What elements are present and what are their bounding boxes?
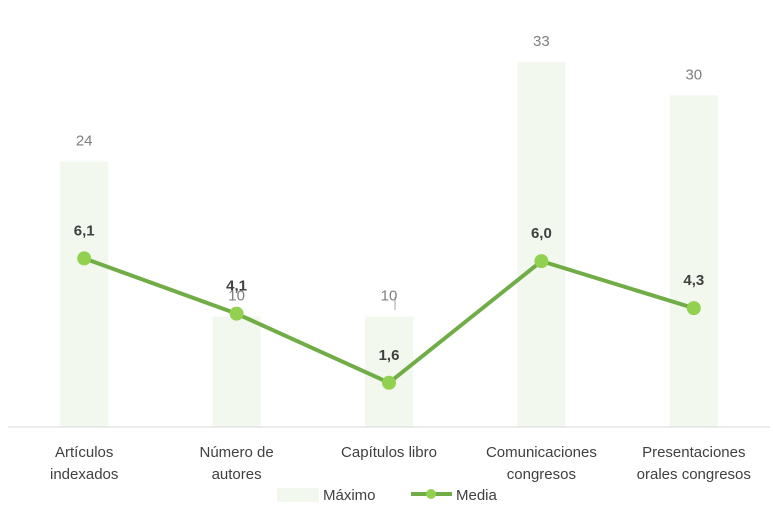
category-label-line: Artículos xyxy=(55,444,113,461)
bar-value-label: 24 xyxy=(76,133,93,150)
category-label-line: orales congresos xyxy=(637,466,751,483)
category-label-line: Capítulos libro xyxy=(341,444,437,461)
legend-label-maximo: Máximo xyxy=(323,487,376,504)
category-label-line: Presentaciones xyxy=(642,444,745,461)
media-marker xyxy=(229,306,244,321)
category-label: Capítulos libro xyxy=(341,444,437,461)
bar-maximo xyxy=(60,161,109,427)
bar-value-label: 10 xyxy=(228,287,245,304)
line-value-label: 1,6 xyxy=(379,347,400,364)
category-label: Número de autores xyxy=(199,444,273,483)
legend-label-media: Media xyxy=(456,487,498,504)
bar-value-label: 10 xyxy=(381,287,398,304)
bar-maximo xyxy=(212,316,261,427)
bar-value-label: 33 xyxy=(533,33,550,50)
legend-swatch-maximo xyxy=(277,488,319,502)
media-marker xyxy=(686,301,701,316)
category-label-line: Comunicaciones xyxy=(486,444,597,461)
category-label-line: congresos xyxy=(507,466,576,483)
category-label-line: Número de xyxy=(199,444,273,461)
line-value-label: 4,1 xyxy=(226,278,247,295)
category-label-line: indexados xyxy=(50,466,118,483)
media-marker xyxy=(534,254,549,269)
bar-maximo xyxy=(517,62,566,427)
line-value-label: 6,1 xyxy=(74,222,95,239)
category-label: Comunicaciones congresos xyxy=(486,444,597,483)
line-value-label: 6,0 xyxy=(531,225,552,242)
line-value-label: 4,3 xyxy=(683,272,704,289)
legend-swatch-media-marker xyxy=(426,489,436,499)
bar-value-label: 30 xyxy=(685,66,702,83)
category-label: Artículos indexados xyxy=(50,444,118,483)
legend: Máximo Media xyxy=(277,487,498,504)
media-marker xyxy=(77,251,92,266)
line-layer xyxy=(77,251,701,390)
bars-layer xyxy=(60,62,718,428)
category-label: Presentaciones orales congresos xyxy=(637,444,751,483)
bar-maximo xyxy=(669,95,718,428)
category-label-line: autores xyxy=(212,466,262,483)
media-marker xyxy=(382,375,396,390)
